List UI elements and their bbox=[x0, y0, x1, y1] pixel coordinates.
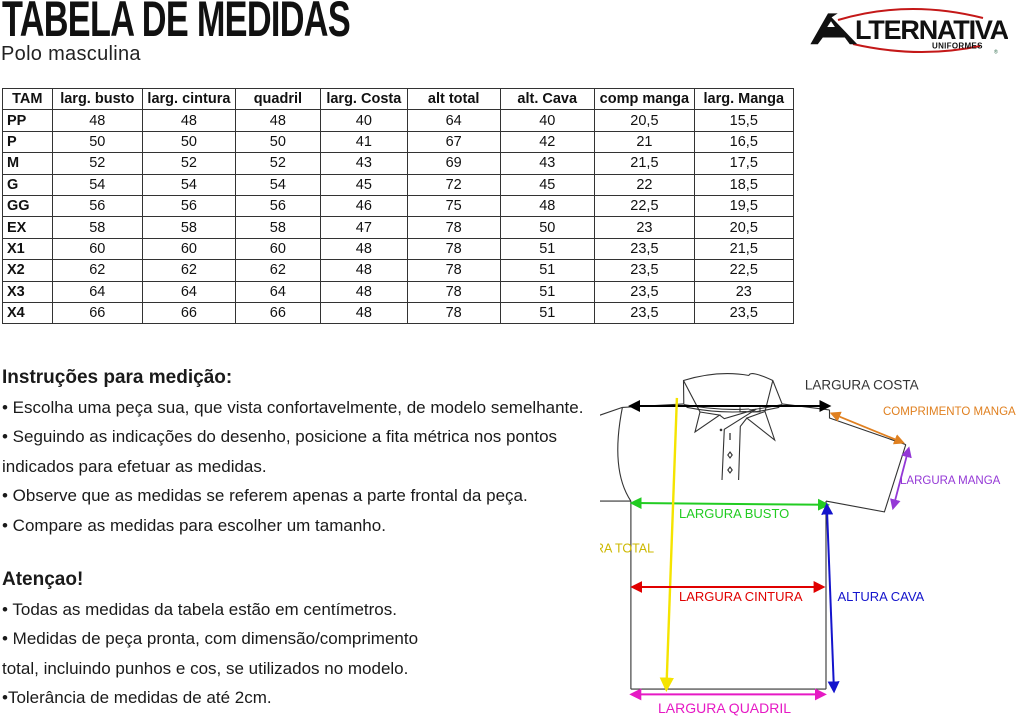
svg-text:LTERNATIVA: LTERNATIVA bbox=[855, 15, 1008, 45]
svg-text:UNIFORMES: UNIFORMES bbox=[932, 42, 983, 51]
svg-text:®: ® bbox=[994, 49, 998, 56]
svg-text:LARGURA CINTURA: LARGURA CINTURA bbox=[679, 589, 803, 604]
svg-text:COMPRIMENTO MANGA: COMPRIMENTO MANGA bbox=[883, 406, 1016, 418]
svg-text:LARGURA BUSTO: LARGURA BUSTO bbox=[679, 506, 789, 521]
svg-text:LARGURA MANGA: LARGURA MANGA bbox=[900, 475, 1001, 487]
svg-text:ALTURA CAVA: ALTURA CAVA bbox=[838, 589, 925, 604]
svg-text:LARGURA COSTA: LARGURA COSTA bbox=[805, 378, 919, 393]
svg-text:LARGURA QUADRIL: LARGURA QUADRIL bbox=[658, 700, 791, 716]
svg-text:ALTURA TOTAL: ALTURA TOTAL bbox=[600, 542, 654, 556]
